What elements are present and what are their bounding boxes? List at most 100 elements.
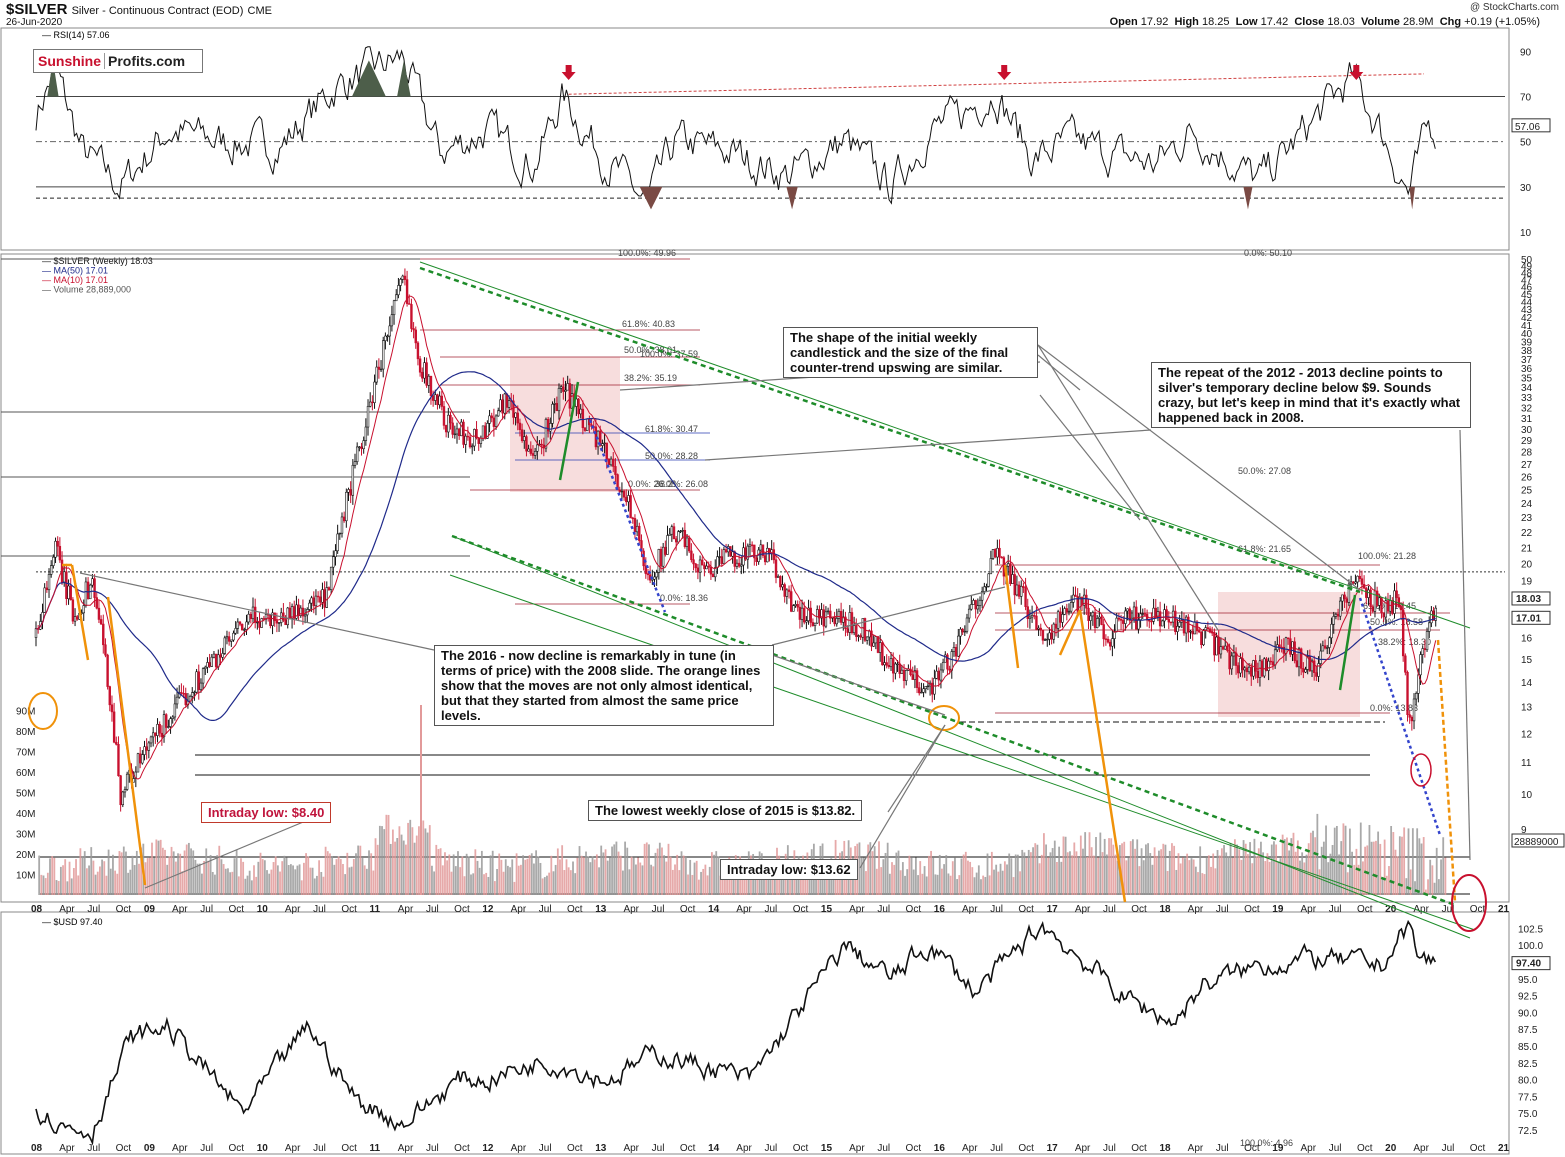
price-tick: 28 bbox=[1521, 448, 1533, 459]
volume-bar bbox=[118, 851, 121, 895]
volume-bar bbox=[1247, 854, 1249, 895]
volume-bar bbox=[804, 873, 807, 895]
candle-body bbox=[232, 632, 235, 641]
candle-body bbox=[607, 458, 611, 466]
volume-bar bbox=[153, 857, 156, 895]
candle-body bbox=[1243, 667, 1246, 671]
volume-bar bbox=[680, 851, 683, 895]
volume-bar bbox=[589, 862, 592, 895]
x-tick: 13 bbox=[595, 904, 607, 915]
volume-bar bbox=[995, 864, 998, 895]
usd-x-tick: Apr bbox=[59, 1143, 75, 1154]
volume-bar bbox=[1184, 858, 1186, 895]
volume-bar bbox=[1171, 843, 1173, 895]
candle-body bbox=[1421, 648, 1424, 655]
candle-body bbox=[91, 578, 94, 586]
candle-body bbox=[681, 530, 684, 532]
candle-body bbox=[321, 589, 324, 603]
volume-bar bbox=[203, 860, 205, 895]
volume-bar bbox=[1197, 872, 1199, 895]
volume-bar bbox=[1409, 869, 1412, 895]
candle-body bbox=[338, 532, 342, 535]
candle-body bbox=[950, 651, 953, 671]
candle-body bbox=[737, 562, 741, 567]
candle-body bbox=[661, 546, 665, 567]
volume-bar bbox=[1019, 871, 1021, 895]
volume-bar bbox=[92, 860, 95, 895]
price-tick: 23 bbox=[1521, 513, 1533, 524]
x-tick: Jul bbox=[877, 904, 890, 915]
usd-x-tick: 16 bbox=[934, 1143, 946, 1154]
candle-body bbox=[1035, 615, 1038, 630]
price-tick: 16 bbox=[1521, 634, 1533, 645]
volume-bar bbox=[884, 852, 887, 895]
volume-bar bbox=[617, 851, 620, 895]
close-label: Close bbox=[1294, 16, 1325, 28]
fib-label: 50.0%: 18.58 bbox=[1370, 617, 1423, 627]
volume-bar bbox=[1032, 847, 1034, 895]
volume-bar bbox=[635, 864, 637, 895]
candle-body bbox=[900, 669, 904, 674]
volume-bar bbox=[687, 874, 689, 895]
callout-line bbox=[859, 724, 946, 869]
volume-bar bbox=[1136, 839, 1139, 895]
candle-body bbox=[920, 691, 923, 694]
candle-body bbox=[883, 662, 886, 666]
volume-bar bbox=[298, 864, 301, 895]
usd-x-tick: 09 bbox=[144, 1143, 156, 1154]
candle-body bbox=[876, 636, 880, 653]
candle-body bbox=[1126, 608, 1129, 612]
candle-body bbox=[618, 489, 621, 492]
volume-bar bbox=[72, 868, 75, 895]
volume-bar bbox=[595, 854, 598, 895]
volume-bar bbox=[55, 880, 58, 895]
fib-label: 0.0%: 50.10 bbox=[1244, 248, 1292, 258]
candle-body bbox=[1282, 646, 1286, 654]
usd-x-tick: 11 bbox=[370, 1143, 381, 1154]
candle-body bbox=[553, 403, 556, 405]
volume-bar bbox=[1396, 856, 1399, 895]
volume-bar bbox=[450, 871, 453, 895]
candle-body bbox=[1269, 660, 1272, 663]
candle-body bbox=[1404, 655, 1407, 673]
volume-bar bbox=[914, 857, 917, 895]
volume-bar bbox=[363, 865, 366, 895]
candle-body bbox=[759, 544, 763, 551]
candle-body bbox=[1369, 589, 1372, 608]
candle-body bbox=[1013, 574, 1016, 596]
candle-body bbox=[473, 429, 476, 447]
green-upswing bbox=[558, 381, 580, 481]
candle-body bbox=[442, 406, 446, 426]
candle-body bbox=[377, 366, 381, 370]
candle-body bbox=[230, 639, 233, 642]
volume-bar bbox=[311, 867, 314, 895]
candle-body bbox=[614, 466, 617, 475]
volume-bar bbox=[533, 863, 535, 895]
candle-body bbox=[1150, 620, 1153, 623]
volume-bar bbox=[1418, 838, 1421, 895]
candle-body bbox=[1375, 590, 1379, 606]
green-channel-line bbox=[451, 535, 1471, 939]
candle-body bbox=[1319, 650, 1322, 664]
red-down-arrow-icon bbox=[561, 65, 576, 80]
candle-body bbox=[1221, 646, 1225, 650]
candle-body bbox=[141, 754, 144, 764]
x-tick: Apr bbox=[285, 904, 301, 915]
candle-body bbox=[716, 556, 719, 568]
candle-body bbox=[1106, 638, 1110, 643]
volume-bar bbox=[1370, 841, 1373, 895]
x-tick: Apr bbox=[1188, 904, 1204, 915]
price-tick: 35 bbox=[1521, 374, 1533, 385]
volume-bar bbox=[444, 852, 446, 895]
volume-bar bbox=[231, 871, 234, 895]
volume-bar bbox=[1147, 843, 1149, 895]
candle-body bbox=[240, 623, 244, 631]
volume-bar bbox=[708, 866, 711, 895]
volume-bar bbox=[322, 876, 325, 895]
volume-bar bbox=[1273, 841, 1275, 895]
usd-x-tick: Oct bbox=[906, 1143, 922, 1154]
x-tick: 10 bbox=[257, 904, 269, 915]
volume-bar bbox=[1411, 828, 1414, 895]
volume-tick: 80M bbox=[16, 727, 35, 738]
volume-bar bbox=[741, 873, 744, 895]
